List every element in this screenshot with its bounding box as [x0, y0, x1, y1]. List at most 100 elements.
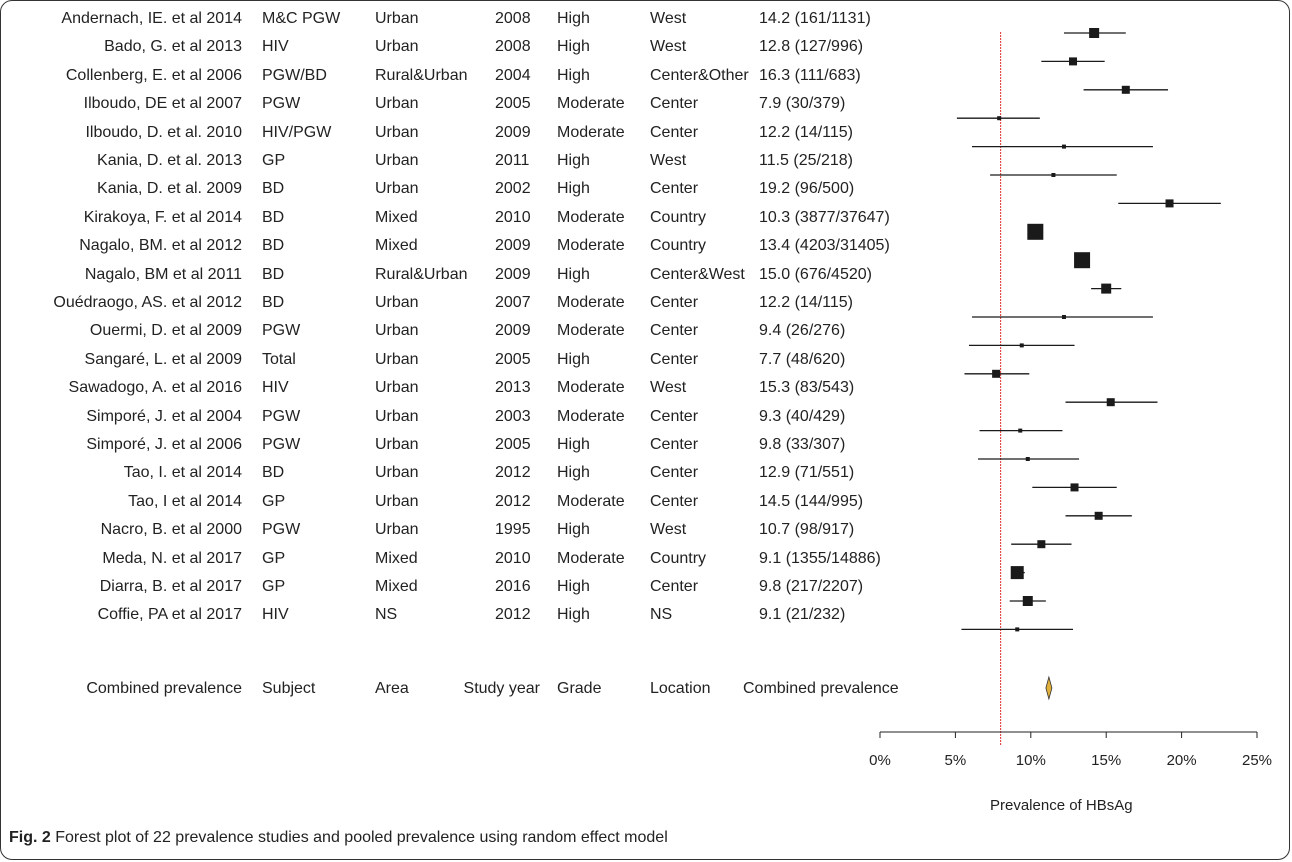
footer-grade-label: Grade [557, 680, 602, 697]
study-name: Andernach, IE. et al 2014 [61, 10, 242, 27]
study-subject: GP [262, 152, 286, 169]
study-year: 2012 [495, 492, 531, 510]
study-name: Nagalo, BM. et al 2012 [79, 237, 242, 255]
study-prevalence: 9.1 (1355/14886) [759, 549, 881, 567]
study-prevalence: 14.5 (144/995) [759, 492, 864, 510]
table-row: Tao, I et al 2014 GP Urban 2012 Moderate Cent… [0, 489, 1292, 517]
study-name: Kirakoya, F. et al 2014 [83, 208, 242, 226]
study-area: Urban [375, 407, 419, 425]
study-location: West [650, 521, 687, 539]
point-estimate-marker [1121, 85, 1130, 94]
study-year: 2016 [495, 578, 531, 595]
study-name: Meda, N. et al 2017 [102, 549, 242, 567]
x-tick-label: 25% [1242, 752, 1272, 769]
study-prevalence: 9.1 (21/232) [759, 606, 846, 624]
study-year: 2003 [495, 407, 531, 425]
study-location: Center [650, 322, 699, 340]
study-prevalence: 9.8 (217/2207) [759, 578, 864, 595]
study-subject: PGW/BD [262, 66, 327, 84]
study-location: West [650, 10, 687, 27]
study-area: Mixed [375, 578, 418, 595]
study-subject: HIV [262, 606, 289, 624]
study-grade: Moderate [557, 492, 625, 510]
study-area: Urban [375, 322, 419, 340]
study-prevalence: 10.7 (98/917) [759, 521, 855, 539]
point-estimate-marker [1101, 283, 1112, 294]
study-area: Urban [375, 521, 419, 539]
point-estimate-marker [1037, 540, 1046, 549]
study-area: Urban [375, 294, 419, 311]
study-grade: Moderate [557, 123, 625, 141]
point-estimate-marker [1061, 144, 1066, 149]
study-name: Nagalo, BM et al 2011 [84, 265, 242, 283]
footer-location-label: Location [650, 680, 711, 697]
study-area: Urban [375, 350, 419, 368]
study-subject: PGW [262, 436, 301, 453]
study-prevalence: 12.2 (14/115) [759, 123, 853, 141]
study-name: Diarra, B. et al 2017 [99, 578, 242, 595]
study-year: 2009 [495, 322, 531, 340]
study-year: 2012 [495, 464, 531, 482]
point-estimate-marker [1051, 173, 1056, 177]
study-location: Country [650, 208, 707, 226]
study-grade: High [557, 578, 590, 595]
study-name: Kania, D. et al. 2009 [97, 180, 242, 198]
study-subject: PGW [262, 521, 301, 539]
study-grade: High [557, 521, 590, 539]
study-name: Simporé, J. et al 2006 [86, 436, 242, 453]
table-row: Nagalo, BM. et al 2012 BD Mixed 2009 Moderat… [0, 233, 1292, 261]
x-tick-label: 10% [1016, 752, 1046, 769]
caption-text: Forest plot of 22 prevalence studies and… [50, 829, 668, 846]
study-location: Center&Other [650, 66, 749, 84]
table-row: Collenberg, E. et al 2006 PGW/BD Rural&Urb… [0, 63, 1292, 91]
study-prevalence: 11.5 (25/218) [759, 152, 853, 169]
study-location: Center [650, 464, 699, 482]
study-grade: Moderate [557, 95, 625, 113]
table-row: Sawadogo, A. et al 2016 HIV Urban 2013 Moder… [0, 375, 1292, 403]
study-year: 2005 [495, 95, 531, 113]
study-prevalence: 12.9 (71/551) [759, 464, 855, 482]
study-grade: High [557, 265, 590, 283]
study-prevalence: 9.8 (33/307) [759, 436, 846, 453]
table-row: Meda, N. et al 2017 GP Mixed 2010 Moderate Co… [0, 546, 1292, 574]
pooled-diamond [1045, 675, 1053, 701]
study-year: 2008 [495, 10, 531, 27]
point-estimate-marker [1019, 343, 1024, 348]
footer-study-label: Combined prevalence [86, 680, 242, 697]
study-area: Urban [375, 95, 419, 113]
study-subject: GP [262, 549, 286, 567]
table-row: Tao, I. et al 2014 BD Urban 2012 High Center 1… [0, 460, 1292, 488]
table-row: Kania, D. et al. 2013 GP Urban 2011 High West… [0, 148, 1292, 176]
footer-row: Combined prevalence Subject Area Study y… [0, 676, 1292, 704]
study-prevalence: 7.7 (48/620) [759, 350, 846, 368]
study-area: Urban [375, 492, 419, 510]
study-grade: High [557, 436, 590, 453]
study-area: Urban [375, 10, 419, 27]
study-subject: HIV [262, 38, 289, 56]
study-grade: High [557, 152, 590, 169]
point-estimate-marker [1106, 398, 1115, 407]
study-prevalence: 10.3 (3877/37647) [759, 208, 890, 226]
study-year: 2009 [495, 237, 531, 255]
study-area: Urban [375, 123, 419, 141]
point-estimate-marker [1094, 511, 1103, 520]
study-name: Tao, I. et al 2014 [123, 464, 242, 482]
study-subject: BD [262, 180, 285, 198]
study-name: Sangaré, L. et al 2009 [84, 350, 242, 368]
table-row: Ilboudo, D. et al. 2010 HIV/PGW Urban 2009 M… [0, 120, 1292, 148]
study-year: 2011 [495, 152, 530, 169]
study-area: Mixed [375, 549, 418, 567]
study-location: Center [650, 492, 699, 510]
study-year: 2012 [495, 606, 531, 624]
point-estimate-marker [1165, 199, 1174, 208]
study-area: Urban [375, 436, 419, 453]
study-location: Center [650, 407, 699, 425]
study-subject: BD [262, 464, 285, 482]
study-prevalence: 15.0 (676/4520) [759, 265, 872, 283]
study-prevalence: 15.3 (83/543) [759, 379, 855, 397]
study-location: Center [650, 123, 699, 141]
study-year: 2008 [495, 38, 531, 56]
study-location: West [650, 152, 687, 169]
